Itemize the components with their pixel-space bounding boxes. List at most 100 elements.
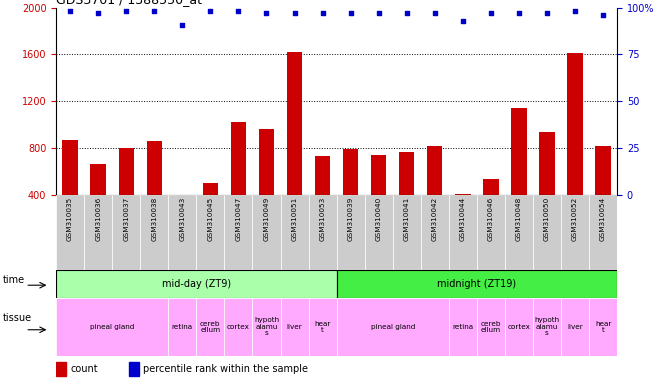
Bar [343,149,358,195]
Bar [252,298,280,356]
Point [317,10,328,17]
Bar [595,146,611,195]
Bar [568,53,583,195]
Text: hear
t: hear t [314,321,331,333]
Bar [505,195,533,270]
Point [598,12,609,18]
Text: GSM310054: GSM310054 [600,197,606,242]
Text: GSM310049: GSM310049 [263,197,269,242]
Point [542,10,552,17]
Bar [252,195,280,270]
Text: GSM310038: GSM310038 [151,197,157,242]
Point [261,10,272,17]
Bar [449,195,477,270]
Point [233,8,244,15]
Text: hypoth
alamu
s: hypoth alamu s [535,317,560,336]
Text: GSM310040: GSM310040 [376,197,381,242]
Bar [175,195,190,196]
Bar [140,195,168,270]
Point [486,10,496,17]
Bar [449,298,477,356]
Text: GSM310037: GSM310037 [123,197,129,242]
Bar [483,179,498,195]
Text: retina: retina [172,324,193,330]
Point [570,8,580,15]
Bar [56,270,337,298]
Text: GSM310043: GSM310043 [180,197,185,242]
Bar [561,195,589,270]
Text: tissue: tissue [3,313,32,323]
Bar [589,195,617,270]
Text: cereb
ellum: cereb ellum [200,321,220,333]
Bar [365,195,393,270]
Bar [224,195,252,270]
Text: GSM310041: GSM310041 [404,197,410,242]
Bar [224,298,252,356]
Bar [371,155,386,195]
Point [177,22,187,28]
Text: pineal gland: pineal gland [370,324,415,330]
Text: GSM310050: GSM310050 [544,197,550,242]
Bar [231,122,246,195]
Bar [533,298,561,356]
Text: hear
t: hear t [595,321,611,333]
Text: GSM310035: GSM310035 [67,197,73,242]
Bar [56,362,66,376]
Text: GDS3701 / 1388550_at: GDS3701 / 1388550_at [56,0,202,7]
Text: hypoth
alamu
s: hypoth alamu s [254,317,279,336]
Text: GSM310042: GSM310042 [432,197,438,242]
Bar [427,146,442,195]
Bar [309,298,337,356]
Bar [337,270,617,298]
Text: GSM310051: GSM310051 [292,197,298,242]
Bar [561,298,589,356]
Point [205,8,216,15]
Bar [399,152,414,195]
Text: cortex: cortex [508,324,531,330]
Bar [455,194,471,195]
Bar [589,298,617,356]
Point [121,8,131,15]
Bar [512,108,527,195]
Point [93,10,104,17]
Text: liver: liver [286,324,302,330]
Bar [197,195,224,270]
Bar [477,195,505,270]
Point [65,8,75,15]
Point [513,10,524,17]
Point [430,10,440,17]
Bar [533,195,561,270]
Bar [505,298,533,356]
Text: count: count [70,364,98,374]
Bar [90,164,106,195]
Text: cereb
ellum: cereb ellum [480,321,501,333]
Bar [393,195,421,270]
Text: GSM310046: GSM310046 [488,197,494,242]
Bar [309,195,337,270]
Bar [56,298,168,356]
Bar [280,195,309,270]
Text: GSM310047: GSM310047 [236,197,242,242]
Text: GSM310044: GSM310044 [460,197,466,242]
Bar [168,298,197,356]
Point [457,18,468,24]
Bar [421,195,449,270]
Bar [203,183,218,195]
Bar [539,132,554,195]
Bar [84,195,112,270]
Text: pineal gland: pineal gland [90,324,135,330]
Text: mid-day (ZT9): mid-day (ZT9) [162,279,231,289]
Text: GSM310053: GSM310053 [319,197,325,242]
Bar [197,298,224,356]
Bar [147,141,162,195]
Text: GSM310039: GSM310039 [348,197,354,242]
Text: GSM310052: GSM310052 [572,197,578,242]
Bar [337,298,449,356]
Point [401,10,412,17]
Text: liver: liver [567,324,583,330]
Bar [259,129,274,195]
Text: cortex: cortex [227,324,250,330]
Bar [56,195,84,270]
Point [374,10,384,17]
Bar [477,298,505,356]
